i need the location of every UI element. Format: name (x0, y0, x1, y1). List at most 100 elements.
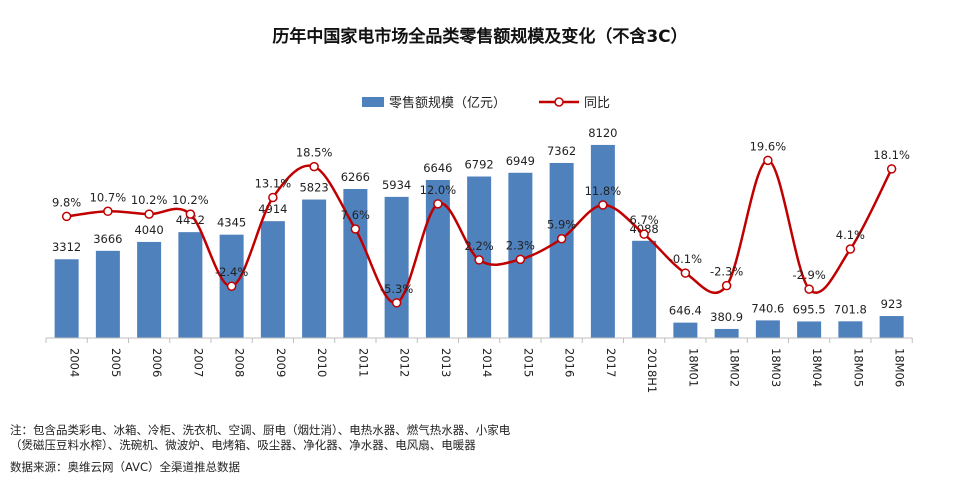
yoy-value-label: 6.7% (630, 213, 659, 227)
bar-value-label: 7362 (547, 144, 576, 158)
legend-bar-swatch (362, 97, 384, 107)
yoy-point (309, 161, 319, 172)
bar-value-label: 6792 (464, 158, 493, 172)
yoy-value-label: 10.2% (131, 193, 168, 207)
legend-bar-label: 零售额规模（亿元） (389, 95, 506, 111)
x-tick-label: 2004 (68, 348, 82, 377)
bar-value-label: 646.4 (669, 304, 702, 318)
bar-value-label: 4345 (217, 216, 246, 230)
yoy-point (268, 192, 278, 203)
bar (54, 259, 79, 338)
bar-value-label: 6266 (341, 170, 370, 184)
bar-value-label: 5823 (299, 181, 328, 195)
bar-value-label: 4040 (134, 223, 163, 237)
yoy-point (804, 284, 814, 294)
bar-value-label: 3666 (93, 232, 122, 246)
bar (384, 196, 409, 338)
x-tick-label: 2015 (521, 348, 535, 377)
bar (838, 321, 863, 338)
yoy-markers (61, 155, 897, 308)
yoy-point (474, 255, 484, 265)
yoy-point (226, 281, 237, 291)
yoy-point (185, 209, 196, 219)
x-tick-label: 18M05 (851, 348, 865, 387)
bar-value-label: 695.5 (793, 302, 826, 316)
x-tick-label: 2010 (315, 348, 329, 377)
x-tick-label: 18M03 (769, 348, 783, 387)
yoy-data-labels: 9.8% 10.7% 10.2% 10.2% -2.4% 13.1% 18.5% 7.6% -5… (52, 139, 910, 295)
bar (797, 321, 822, 338)
bar (755, 320, 780, 338)
bar-value-label: 701.8 (834, 302, 867, 316)
bar (879, 316, 904, 338)
yoy-value-label: -2.9% (792, 268, 825, 282)
yoy-value-label: 19.6% (750, 139, 787, 153)
bar-value-label: 923 (881, 297, 903, 311)
yoy-value-label: 18.1% (873, 148, 910, 162)
bar (632, 240, 657, 338)
yoy-point (144, 209, 154, 219)
yoy-point (515, 254, 526, 265)
yoy-point (61, 211, 72, 222)
yoy-value-label: 2.3% (506, 238, 535, 252)
x-tick-label: 2013 (439, 348, 453, 377)
x-tick-label: 2008 (233, 348, 247, 377)
bar-value-label: 4914 (258, 202, 287, 216)
yoy-value-label: 10.7% (90, 190, 127, 204)
bar-value-label: 6949 (506, 154, 535, 168)
yoy-value-label: -5.3% (380, 282, 413, 296)
yoy-value-label: 4.1% (836, 228, 865, 242)
bar-series (54, 144, 904, 338)
bar (714, 328, 739, 338)
x-tick-label: 18M04 (810, 348, 824, 387)
bar-value-label: 4088 (629, 222, 658, 236)
x-tick-label: 18M01 (686, 348, 700, 387)
bar (137, 241, 162, 338)
yoy-point (350, 224, 361, 234)
yoy-value-label: 2.2% (465, 239, 494, 253)
yoy-point (721, 280, 732, 291)
bar (178, 232, 203, 338)
x-tick-label: 2011 (356, 348, 370, 377)
bar (549, 162, 574, 338)
yoy-point (598, 200, 608, 210)
yoy-value-label: -2.4% (215, 265, 248, 279)
bar (673, 322, 698, 338)
yoy-point (639, 229, 649, 239)
yoy-value-label: -0.1% (669, 252, 702, 266)
yoy-point (556, 233, 567, 244)
bar (590, 144, 615, 338)
bar-value-label: 6646 (423, 161, 452, 175)
yoy-point (763, 155, 773, 166)
bar-value-label: 380.9 (710, 310, 743, 324)
yoy-point (433, 199, 443, 209)
x-tick-label: 2017 (604, 348, 618, 377)
x-tick-label: 2005 (109, 348, 123, 377)
yoy-point (391, 298, 402, 308)
yoy-value-label: 12.0% (420, 183, 457, 197)
x-tick-label: 18M06 (893, 348, 907, 387)
bar-value-label: 8120 (588, 126, 617, 140)
legend: 零售额规模（亿元） 同比 (362, 95, 610, 111)
legend-line-marker (554, 97, 564, 107)
yoy-value-label: -2.3% (710, 265, 743, 279)
yoy-point (845, 244, 856, 254)
x-axis-ticks: 2004 2005 2006 2007 2008 2009 2010 2011 2012 2013… (45, 338, 913, 393)
yoy-point (680, 268, 691, 278)
data-source: 数据来源：奥维云网（AVC）全渠道推总数据 (10, 460, 241, 474)
chart-title: 历年中国家电市场全品类零售额规模及变化（不含3C） (272, 26, 687, 47)
bar (260, 221, 285, 338)
yoy-value-label: 7.6% (341, 208, 370, 222)
bar (302, 199, 327, 338)
bar-value-label: 3312 (52, 240, 81, 254)
x-tick-label: 2006 (150, 348, 164, 377)
yoy-point (886, 164, 897, 174)
x-tick-label: 2018H1 (645, 348, 659, 393)
bar-value-label: 740.6 (751, 301, 784, 315)
note-line-2: （煲磁压豆料水榨）、洗碗机、微波炉、电烤箱、吸尘器、净化器、净水器、电风扇、电暖… (10, 438, 476, 452)
yoy-value-label: 18.5% (296, 146, 333, 160)
bar (95, 250, 120, 338)
x-tick-label: 2007 (191, 348, 205, 377)
